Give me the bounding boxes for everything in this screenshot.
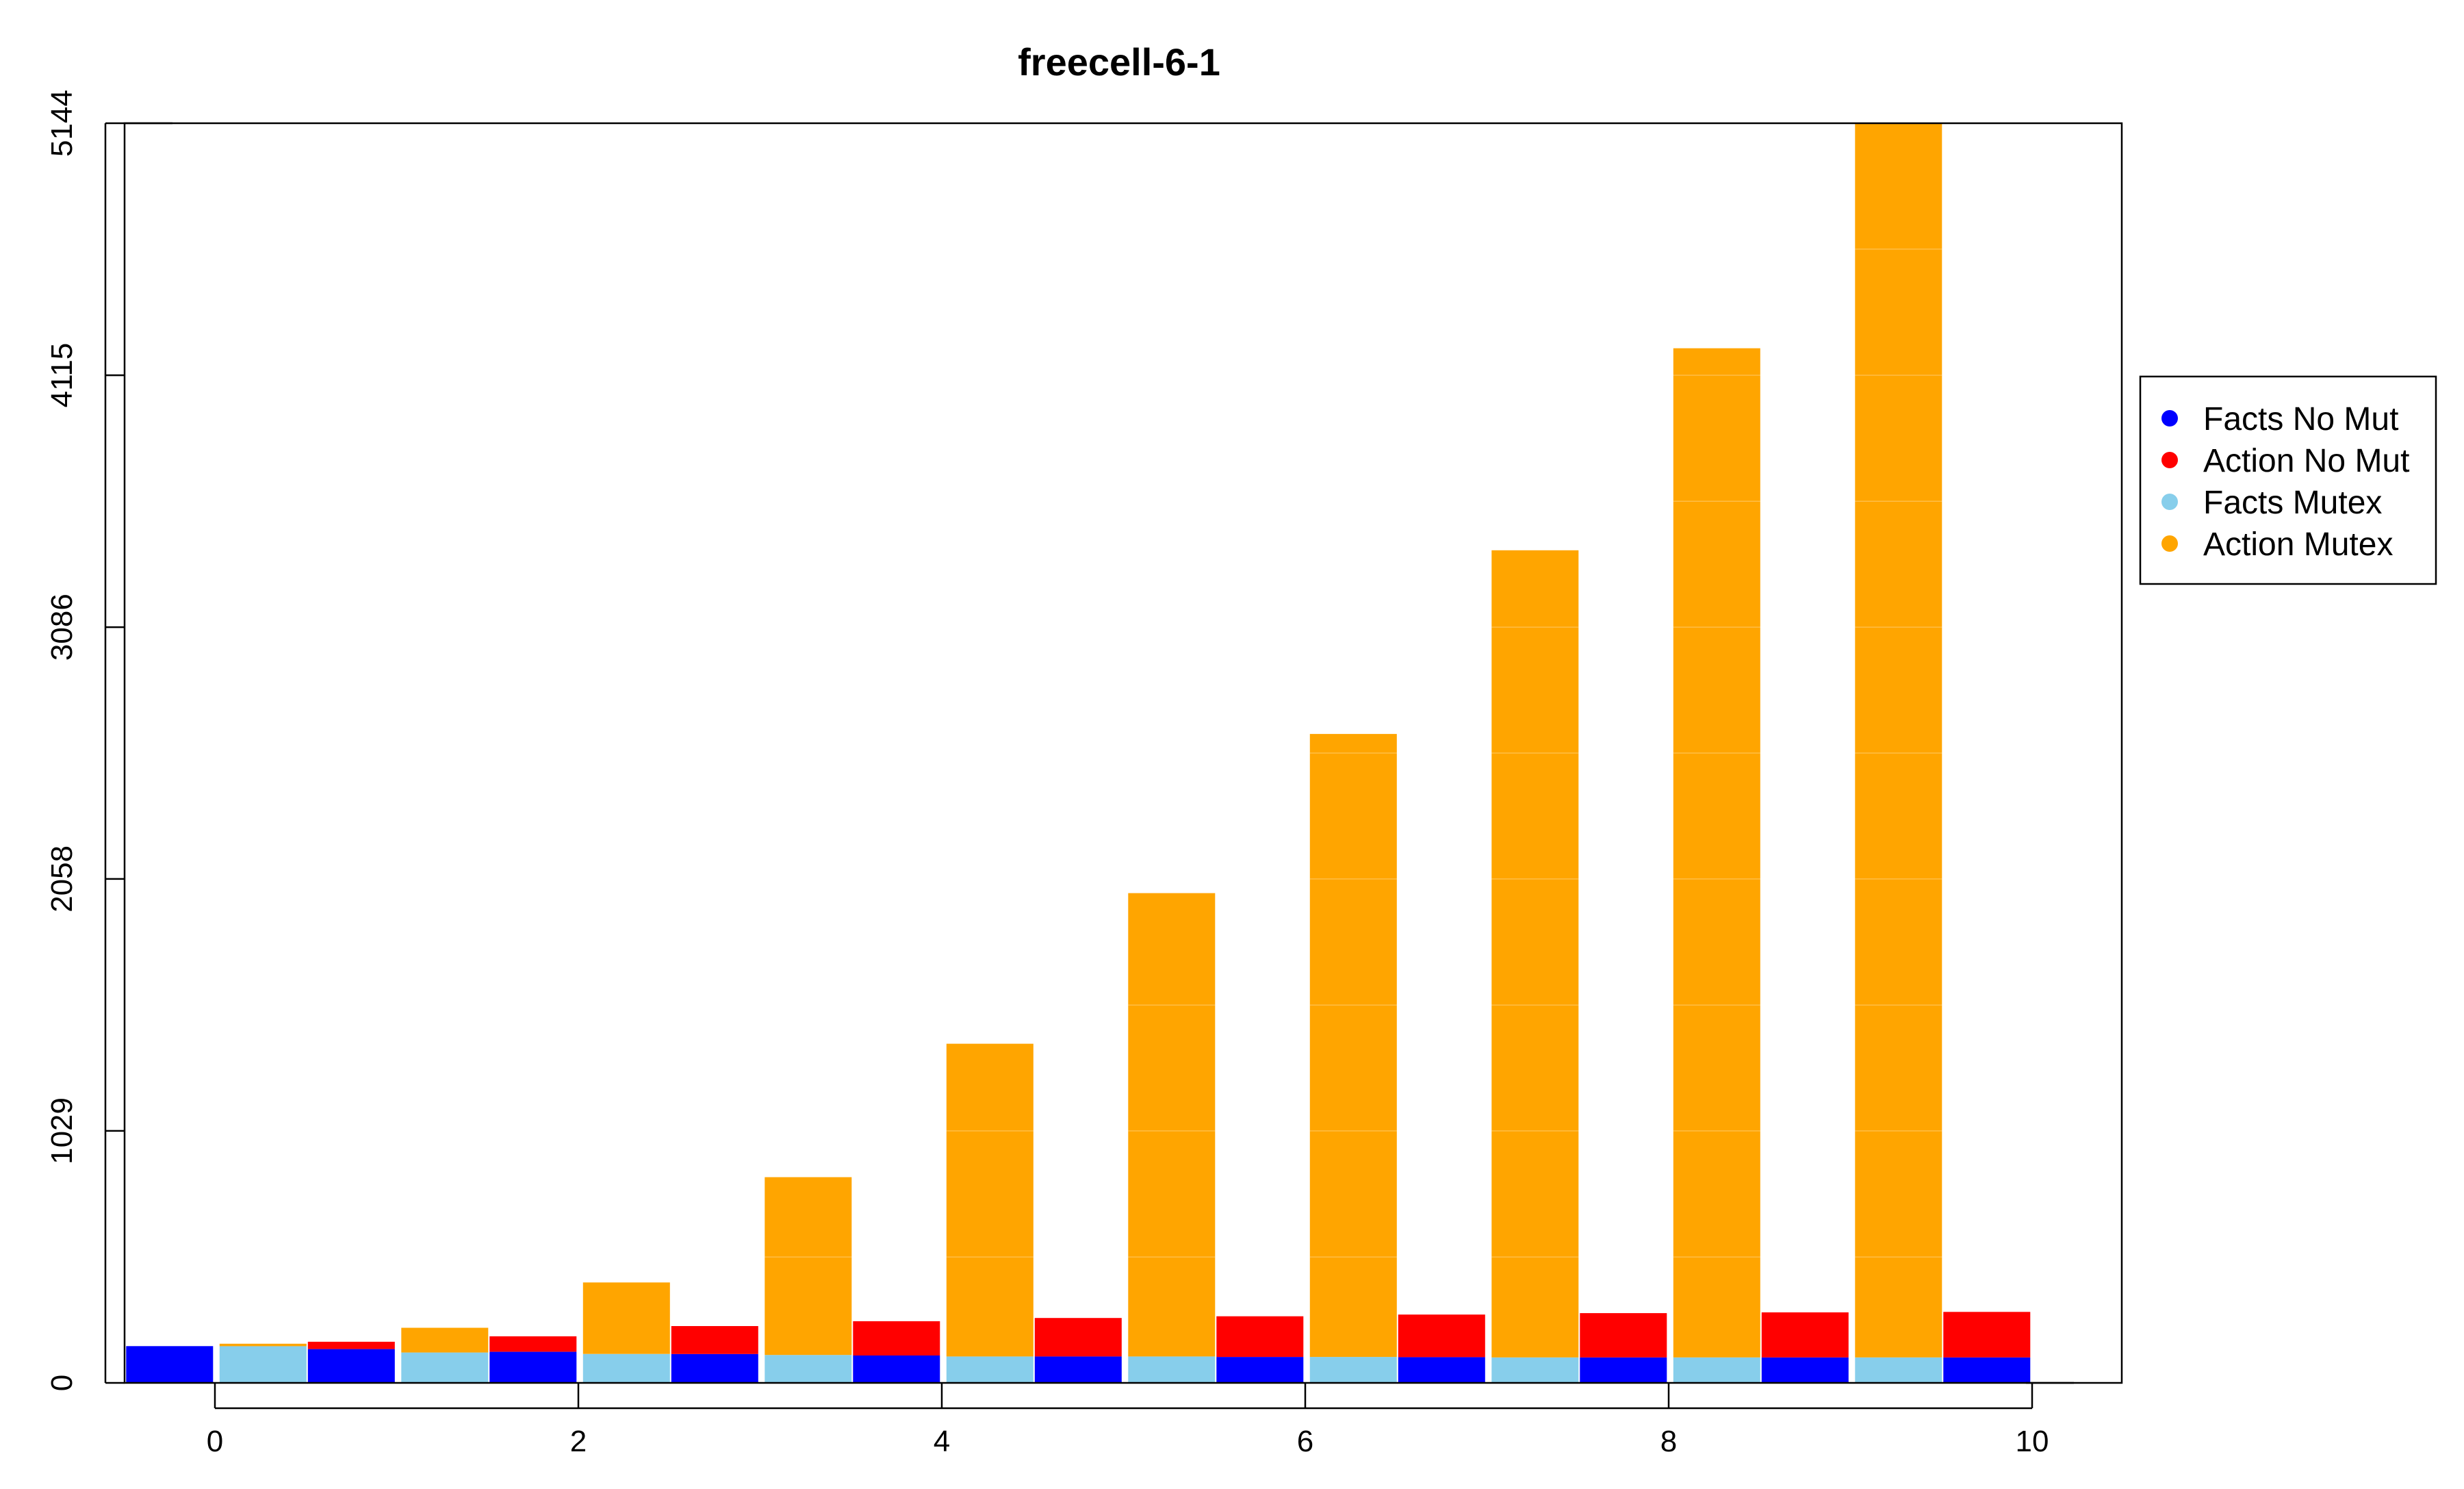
- bar-facts-no-mut-7: [1398, 1357, 1485, 1383]
- bar-facts-mutex-7: [1491, 1357, 1579, 1383]
- bar-facts-mutex-2: [582, 1353, 670, 1383]
- bar-facts-no-mut-4: [853, 1355, 940, 1383]
- bar-action-mutex-5: [1128, 893, 1216, 1357]
- bar-action-no-mut-2: [489, 1336, 577, 1352]
- legend-marker: [2161, 410, 2178, 427]
- bar-action-mutex-0: [219, 1343, 307, 1347]
- x-tick-label: 6: [1297, 1425, 1313, 1458]
- x-axis: 0 2 4 6 8 10: [207, 1382, 2074, 1458]
- bar-action-mutex-3: [765, 1177, 852, 1356]
- bar-facts-mutex-9: [1855, 1357, 1942, 1383]
- y-tick-label: 1029: [45, 1097, 79, 1165]
- bar-facts-mutex-8: [1673, 1357, 1760, 1383]
- x-tick-label: 8: [1660, 1425, 1677, 1458]
- bar-action-mutex-1: [401, 1327, 489, 1353]
- bars-group: [126, 123, 2031, 1383]
- y-tick-label: 3086: [45, 594, 79, 661]
- bar-action-no-mut-3: [671, 1326, 758, 1354]
- bar-action-no-mut-9: [1761, 1312, 1849, 1358]
- legend-marker: [2161, 535, 2178, 552]
- plot-frame: [123, 122, 2123, 1384]
- bar-facts-no-mut-5: [1034, 1356, 1122, 1383]
- legend-box: [2139, 375, 2437, 585]
- y-tick-label: 0: [45, 1375, 79, 1391]
- bar-action-mutex-2: [582, 1282, 670, 1354]
- bar-facts-no-mut-3: [671, 1353, 758, 1383]
- bar-action-mutex-9: [1855, 123, 1942, 1358]
- bar-facts-mutex-0: [219, 1346, 307, 1383]
- bar-action-no-mut-10: [1943, 1312, 2031, 1358]
- y-tick-label: 4115: [45, 343, 79, 408]
- legend-label: Facts Mutex: [2203, 485, 2382, 521]
- bar-action-no-mut-6: [1216, 1316, 1304, 1358]
- bar-facts-no-mut-9: [1761, 1357, 1849, 1383]
- legend-label: Action No Mut: [2203, 443, 2409, 479]
- bar-facts-no-mut-0: [126, 1346, 214, 1383]
- bar-facts-mutex-1: [401, 1352, 489, 1383]
- x-tick-label: 2: [570, 1425, 587, 1458]
- bar-facts-no-mut-8: [1580, 1357, 1667, 1383]
- bar-facts-no-mut-2: [489, 1351, 577, 1383]
- bar-action-no-mut-7: [1398, 1314, 1485, 1358]
- legend-marker: [2161, 452, 2178, 468]
- chart-title: freecell-6-1: [1018, 40, 1220, 84]
- y-axis: 0 1029 2058 3086 4115 5144: [45, 90, 172, 1391]
- legend-marker: [2161, 494, 2178, 510]
- x-tick-label: 4: [934, 1425, 950, 1458]
- bar-action-no-mut-8: [1580, 1313, 1667, 1358]
- bar-facts-no-mut-6: [1216, 1357, 1304, 1383]
- x-tick-label: 10: [2016, 1425, 2049, 1458]
- legend: Facts No Mut Action No Mut Facts Mutex Acti…: [2139, 375, 2437, 585]
- y-tick-label: 5144: [45, 90, 79, 157]
- bar-facts-no-mut-10: [1943, 1357, 2031, 1383]
- bar-facts-mutex-4: [946, 1356, 1034, 1383]
- legend-label: Action Mutex: [2203, 526, 2393, 563]
- bar-action-mutex-7: [1491, 550, 1579, 1358]
- legend-label: Facts No Mut: [2203, 401, 2398, 437]
- x-tick-label: 0: [207, 1425, 223, 1458]
- bar-action-mutex-4: [946, 1043, 1034, 1357]
- bar-action-no-mut-4: [853, 1321, 940, 1356]
- bar-facts-mutex-6: [1309, 1357, 1397, 1383]
- bar-facts-no-mut-1: [307, 1349, 395, 1383]
- bar-action-no-mut-5: [1034, 1318, 1122, 1357]
- bar-action-mutex-6: [1309, 734, 1397, 1358]
- bar-action-mutex-8: [1673, 348, 1760, 1358]
- bar-facts-mutex-5: [1128, 1356, 1216, 1383]
- bar-facts-mutex-3: [765, 1355, 852, 1383]
- bar-action-no-mut-1: [307, 1341, 395, 1349]
- y-tick-label: 2058: [45, 845, 79, 913]
